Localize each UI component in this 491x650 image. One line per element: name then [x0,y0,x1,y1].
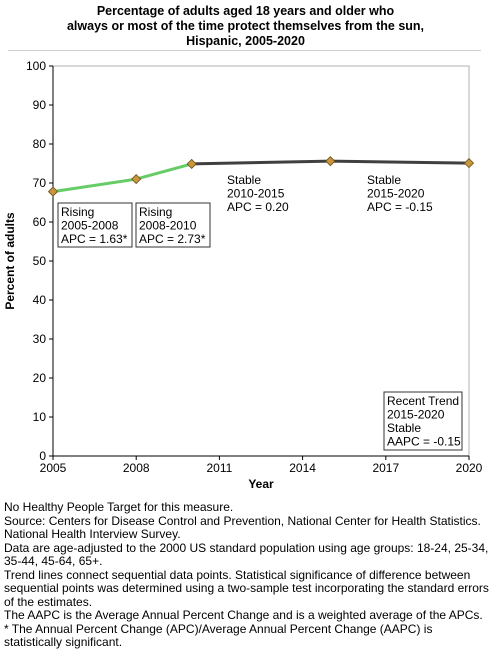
trend-segment-stable [328,159,471,165]
annotation-text: Stable [227,173,261,187]
annotation-box [224,171,296,215]
data-point-marker [131,174,142,185]
annotation-box [364,171,436,215]
data-point-marker [47,186,59,197]
note-age-adjustment: Data are age-adjusted to the 2000 US sta… [4,540,489,568]
plot-area-frame [52,65,470,457]
annotation-box [135,202,211,248]
y-tick-label: 90 [33,98,47,112]
annotation-text: 2008-2010 [139,219,197,233]
y-tick-label: 10 [33,410,47,424]
y-tick-label: 50 [33,254,47,268]
y-tick-label: 100 [26,59,46,73]
y-tick-label: 0 [39,449,46,463]
y-tick-label: 30 [33,332,47,346]
annotation-box [57,202,133,248]
y-tick-label: 80 [33,137,47,151]
x-axis-label: Year [248,477,274,491]
annotation-text: 2010-2015 [227,187,285,201]
annotation-text: Stable [387,421,421,435]
data-point-marker [186,158,197,169]
annotation-text: APC = 0.20 [227,200,289,214]
y-tick-label: 70 [33,176,47,190]
note-target: No Healthy People Target for this measur… [4,500,234,514]
annotation-text: Rising [139,205,172,219]
y-axis-label: Percent of adults [3,212,17,310]
annotation-text: Stable [367,173,401,187]
line-chart: 0 10 20 30 40 50 60 70 80 90 100 2005 2008 2011 2014 20… [3,59,483,491]
data-point-marker [325,156,336,167]
title-line-2: always or most of the time protect thems… [66,19,425,33]
title-divider [8,50,481,51]
annotation-text: 2005-2008 [61,219,119,233]
x-tick-label: 2005 [40,461,67,475]
annotation-text: 2015-2020 [367,187,425,201]
footnotes: No Healthy People Target for this measur… [4,500,489,650]
data-point-marker [463,158,475,169]
annotation-text: APC = 2.73* [139,232,206,246]
note-trend-lines: Trend lines connect sequential data poin… [4,567,489,609]
annotation-text: APC = 1.63* [61,232,128,246]
annotation-text: APC = -0.15 [367,200,433,214]
x-tick-label: 2020 [456,461,483,475]
trend-segment-stable [190,159,332,166]
x-tick-label: 2014 [289,461,316,475]
annotation-text: AAPC = -0.15 [387,435,461,449]
annotation-text: Recent Trend [387,394,459,408]
annotation-text: 2015-2020 [387,408,445,422]
note-aapc: The AAPC is the Average Annual Percent C… [4,608,483,622]
annotation-box [383,391,463,451]
y-tick-label: 60 [33,215,47,229]
title-line-1: Percentage of adults aged 18 years and o… [96,4,395,18]
note-significance: * The Annual Percent Change (APC)/Averag… [4,621,433,649]
annotation-text: Rising [61,205,94,219]
title-line-3: Hispanic, 2005-2020 [186,34,305,48]
x-tick-label: 2008 [123,461,150,475]
x-tick-label: 2017 [372,461,399,475]
y-tick-label: 40 [33,293,47,307]
chart-title: Percentage of adults aged 18 years and o… [0,4,491,49]
note-source: Source: Centers for Disease Control and … [4,513,481,541]
y-tick-label: 20 [33,371,47,385]
x-tick-label: 2011 [206,461,232,475]
trend-segment-rising [51,177,138,194]
trend-segment-rising [134,162,194,181]
